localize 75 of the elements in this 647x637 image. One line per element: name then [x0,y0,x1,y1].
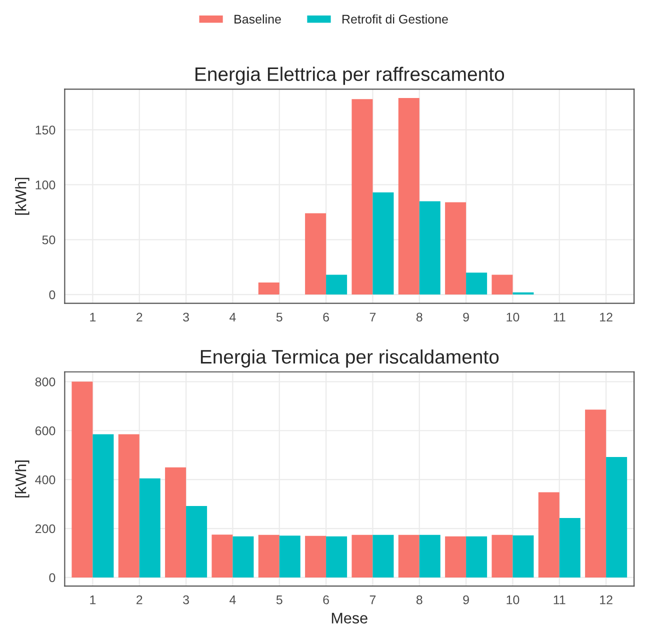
y-tick-label: 150 [36,126,56,134]
y-axis-title: [kWh] [15,460,30,498]
bar [258,534,280,578]
x-tick-label: 9 [463,595,469,604]
bar [305,536,326,578]
chart-title: Energia Termica per riscaldamento [200,349,499,368]
x-tick-label: 4 [230,596,236,604]
x-tick-label: 6 [323,595,329,604]
x-tick-label: 1 [90,596,96,604]
legend-label: Baseline [234,14,281,24]
y-tick-label: 200 [35,524,56,534]
x-tick-label: 3 [183,312,189,322]
bar [492,274,513,295]
y-tick-label: 100 [36,180,56,190]
bar [352,534,373,578]
y-tick-label: 0 [49,573,56,582]
x-tick-label: 10 [506,312,520,322]
x-tick-label: 4 [230,312,236,322]
bar [585,410,606,578]
bar [512,292,534,295]
bar [492,534,513,578]
x-tick-label: 7 [370,312,376,322]
x-tick-label: 5 [276,596,282,604]
bar [419,201,440,295]
bar [419,534,440,578]
x-tick-label: 8 [416,312,422,322]
bar [212,534,233,578]
x-axis-title: Mese [332,612,368,624]
bar [139,478,160,578]
bar [559,518,580,578]
bar [445,202,466,295]
y-axis-title: [kWh] [15,178,30,215]
bar [352,99,373,295]
x-tick-label: 2 [136,595,142,604]
bar [165,467,186,578]
y-tick-label: 50 [42,235,56,244]
bar [398,98,420,295]
bar [326,536,348,578]
x-tick-label: 11 [554,312,566,322]
x-tick-label: 6 [323,312,329,322]
bar [466,272,488,295]
x-tick-label: 12 [600,595,612,604]
bar [72,382,93,578]
bar [326,274,348,295]
x-tick-label: 5 [276,312,282,322]
y-tick-label: 0 [49,290,56,300]
x-tick-label: 9 [463,312,469,322]
bar [606,457,628,578]
x-tick-label: 1 [90,312,96,322]
bar [258,282,280,295]
y-tick-label: 800 [35,377,56,386]
x-tick-label: 11 [554,596,566,604]
bar [232,536,254,578]
x-tick-label: 8 [416,595,422,604]
bar [372,534,394,578]
bar [466,536,488,578]
bar [118,434,140,578]
x-tick-label: 7 [370,596,376,604]
y-tick-label: 600 [35,426,56,436]
y-tick-label: 400 [35,475,56,484]
bar [512,535,534,578]
bar [186,506,208,578]
bar [92,434,114,578]
chart-title: Energia Elettrica per raffrescamento [196,66,504,85]
bar [279,536,300,578]
bar [445,536,466,578]
x-tick-label: 12 [600,312,612,322]
bar [538,492,560,578]
legend-label: Retrofit di Gestione [342,14,448,24]
x-tick-label: 10 [506,595,520,604]
bar [398,534,420,578]
bar [372,192,394,295]
x-tick-label: 3 [183,595,189,604]
x-tick-label: 2 [136,312,142,322]
bar [305,213,326,295]
